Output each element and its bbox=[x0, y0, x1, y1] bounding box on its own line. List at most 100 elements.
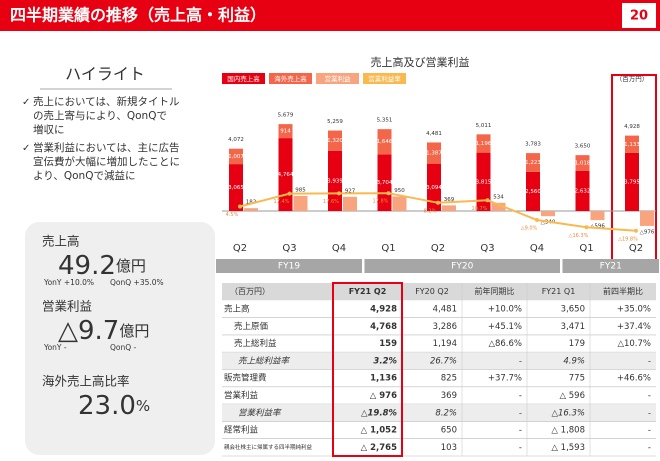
page-number: 20 bbox=[630, 9, 648, 24]
table-cell: △ 1,052 bbox=[361, 426, 397, 436]
sales-bar bbox=[328, 130, 342, 151]
bullet-line: 売上においては、新規タイトル bbox=[33, 95, 179, 108]
table-cell: +45.1% bbox=[488, 322, 522, 332]
chart-unit: （百万円） bbox=[616, 75, 649, 83]
sales-bar bbox=[427, 142, 441, 164]
margin-point bbox=[386, 191, 391, 196]
margin-point bbox=[238, 204, 242, 209]
sales-bar bbox=[278, 124, 293, 139]
table-cell: △ 1,808 bbox=[551, 426, 585, 436]
table-header-cell: 前年同期比 bbox=[475, 286, 515, 296]
kpi-number: 49.2 bbox=[58, 251, 116, 281]
total-label: 3,650 bbox=[575, 144, 591, 150]
total-label: 5,679 bbox=[278, 113, 294, 119]
table-cell: 650 bbox=[441, 426, 457, 436]
table-cell: 159 bbox=[379, 339, 397, 349]
sales-label: 914 bbox=[280, 129, 291, 135]
table-cell: 4.9% bbox=[563, 356, 585, 366]
table-row-bg bbox=[222, 404, 656, 422]
x-tick-label: Q3 bbox=[282, 243, 296, 254]
total-label: 3,783 bbox=[525, 142, 541, 148]
profit-label: 534 bbox=[493, 194, 504, 200]
table-header-cell: FY20 Q2 bbox=[415, 287, 449, 296]
sales-bar bbox=[575, 170, 590, 211]
table-cell: △10.7% bbox=[617, 339, 651, 349]
sales-bar bbox=[526, 171, 540, 211]
kpi-note: YonY +10.0% bbox=[43, 278, 94, 287]
kpi-box bbox=[25, 222, 215, 455]
table-cell: 営業利益率 bbox=[238, 407, 282, 418]
kpi-unit: 億円 bbox=[116, 257, 146, 275]
legend-chip bbox=[363, 73, 406, 84]
table-header-cell: （百万円） bbox=[230, 287, 270, 296]
margin-label: 10.7% bbox=[472, 206, 488, 212]
table-cell: - bbox=[519, 391, 522, 401]
profit-bar bbox=[244, 208, 258, 211]
profit-bar bbox=[343, 196, 357, 211]
sales-bar bbox=[229, 148, 243, 165]
sales-bar bbox=[476, 152, 491, 211]
sales-bar bbox=[476, 134, 491, 153]
margin-label: △9.0% bbox=[521, 226, 538, 232]
table-cell: △ 2,765 bbox=[361, 443, 397, 453]
page-box bbox=[622, 3, 656, 28]
margin-point bbox=[287, 191, 292, 196]
kpi-number: 23.0 bbox=[78, 391, 136, 421]
table-cell: 3,650 bbox=[561, 304, 585, 314]
margin-label: 17.6% bbox=[323, 199, 339, 205]
bullet-line: 増収に bbox=[33, 123, 65, 136]
table-cell: 103 bbox=[441, 443, 457, 453]
kpi-value: △9.7億円 bbox=[58, 316, 149, 346]
margin-label: 17.8% bbox=[373, 199, 389, 205]
sales-bar bbox=[328, 150, 342, 211]
table-cell: 売上総利益率 bbox=[238, 355, 291, 366]
sales-label: 3,939 bbox=[327, 178, 343, 184]
total-label: 4,481 bbox=[426, 131, 442, 137]
table-cell: - bbox=[648, 391, 651, 401]
table-cell: 販売管理費 bbox=[224, 373, 267, 384]
sales-label: 4,764 bbox=[278, 172, 294, 178]
profit-label: △596 bbox=[590, 224, 605, 230]
table-cell: 売上高 bbox=[224, 303, 250, 314]
table-cell: 26.7% bbox=[430, 356, 457, 366]
bullet-mark: ✓ bbox=[22, 97, 30, 108]
table-cell: 825 bbox=[441, 374, 457, 384]
group-label: FY19 bbox=[278, 262, 300, 272]
table-row-bg bbox=[222, 352, 656, 370]
sales-bar bbox=[526, 153, 540, 172]
kpi-note: QonQ +35.0% bbox=[110, 278, 164, 287]
table-highlight-frame bbox=[332, 282, 403, 457]
kpi-unit: 億円 bbox=[119, 322, 149, 340]
table-header-bg bbox=[222, 283, 656, 301]
table-cell: △19.8% bbox=[361, 408, 398, 418]
table-cell: △ 596 bbox=[560, 391, 585, 401]
x-tick-label: Q2 bbox=[431, 243, 445, 254]
sales-label: 2,632 bbox=[575, 188, 591, 194]
total-label: 4,928 bbox=[624, 124, 640, 130]
table-cell: 4,481 bbox=[433, 304, 457, 314]
legend-chip bbox=[316, 73, 359, 84]
kpi-label: 営業利益 bbox=[42, 299, 92, 314]
profit-label: 369 bbox=[444, 197, 455, 203]
sales-label: 3,704 bbox=[377, 180, 393, 186]
table-cell: - bbox=[648, 443, 651, 453]
margin-point bbox=[634, 228, 638, 233]
margin-label: △16.3% bbox=[569, 233, 589, 239]
sales-label: 2,560 bbox=[525, 189, 541, 195]
table-cell: 経常利益 bbox=[224, 425, 259, 436]
table-cell: +35.0% bbox=[617, 304, 651, 314]
profit-label: 927 bbox=[345, 188, 356, 194]
sales-bar bbox=[229, 164, 243, 211]
table-cell: 3,471 bbox=[561, 322, 585, 332]
sales-bar bbox=[427, 163, 441, 211]
profit-bar bbox=[590, 211, 605, 221]
kpi-number: △9.7 bbox=[58, 316, 119, 346]
kpi-value: 23.0% bbox=[78, 391, 150, 421]
chart-title: 売上高及び営業利益 bbox=[371, 55, 470, 69]
table-cell: +37.7% bbox=[488, 374, 522, 384]
sales-label: 3,094 bbox=[426, 185, 442, 191]
sales-label: 3,815 bbox=[476, 179, 492, 185]
slide-title: 四半期業績の推移（売上高・利益） bbox=[10, 6, 266, 25]
table-cell: △86.6% bbox=[488, 339, 522, 349]
sales-label: 1,387 bbox=[426, 151, 442, 157]
